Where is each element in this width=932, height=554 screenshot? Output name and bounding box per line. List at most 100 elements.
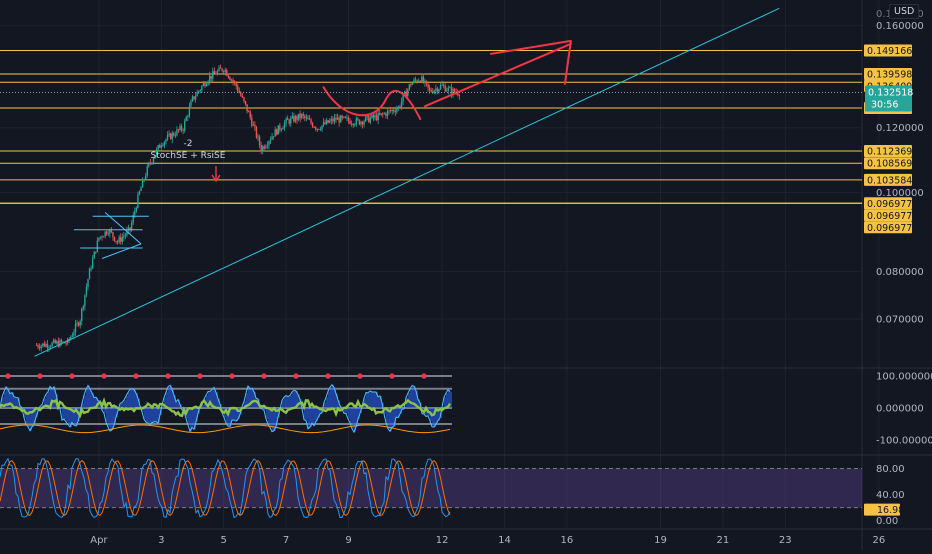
candle-body xyxy=(231,80,232,81)
osc-signal-dot xyxy=(37,373,42,378)
candle-body xyxy=(346,118,347,119)
candle-body xyxy=(268,141,269,145)
osc-signal-dot xyxy=(421,373,426,378)
osc-bar xyxy=(284,397,286,408)
candle-body xyxy=(51,343,52,347)
osc-bar xyxy=(64,408,66,419)
candle-body xyxy=(226,70,227,76)
candle-body xyxy=(97,241,98,252)
osc-bar xyxy=(294,390,296,408)
candle-body xyxy=(354,124,355,125)
level-pill-label: 0.112369 xyxy=(867,147,912,158)
candle-body xyxy=(232,80,233,82)
candle-body xyxy=(424,81,425,83)
candle-body xyxy=(437,88,438,91)
candle-body xyxy=(360,122,361,125)
osc-bar xyxy=(126,396,128,408)
candle-body xyxy=(274,129,275,136)
candle-body xyxy=(86,287,87,295)
candle-body xyxy=(225,70,226,72)
candle-body xyxy=(192,96,193,101)
candle-body xyxy=(206,84,207,86)
candle-body xyxy=(245,101,246,104)
candle-body xyxy=(165,139,166,141)
osc-bar xyxy=(370,391,372,408)
candle-body xyxy=(393,110,394,111)
time-tick-label: 23 xyxy=(779,535,792,546)
candle-body xyxy=(182,130,183,131)
trendline[interactable] xyxy=(35,8,780,356)
candle-body xyxy=(40,346,41,349)
candle-body xyxy=(340,116,341,123)
candle-body xyxy=(278,125,279,134)
candle-body xyxy=(243,97,244,101)
price-tick-label: 0.120000 xyxy=(876,123,924,134)
time-tick-label: 9 xyxy=(345,535,351,546)
osc-tick-label: -100.000000 xyxy=(876,436,932,447)
candle-body xyxy=(284,123,285,128)
level-pill-label: 0.096977 xyxy=(867,199,912,210)
candle-body xyxy=(321,125,322,129)
candle-body xyxy=(207,81,208,84)
candle-body xyxy=(320,129,321,130)
last-price-pill: 0.132518 30:56 xyxy=(865,86,913,112)
osc-bar xyxy=(62,408,64,420)
osc-bar xyxy=(392,408,394,427)
osc-bar xyxy=(374,392,376,408)
osc-bar xyxy=(108,408,110,427)
candle-body xyxy=(410,84,411,85)
stoch-value-label: 16.98 xyxy=(877,505,904,516)
candle-body xyxy=(412,83,413,85)
candle-body xyxy=(162,145,163,146)
candle-body xyxy=(217,71,218,75)
candle-body xyxy=(151,163,152,164)
candle-body xyxy=(388,110,389,111)
candle-body xyxy=(427,84,428,88)
candle-body xyxy=(351,124,352,125)
candle-body xyxy=(239,91,240,93)
candle-body xyxy=(343,117,344,118)
candle-body xyxy=(73,332,74,335)
candle-body xyxy=(271,136,272,139)
candle-body xyxy=(122,237,123,241)
candle-body xyxy=(385,113,386,116)
candle-body xyxy=(371,115,372,118)
candle-body xyxy=(168,134,169,136)
candle-body xyxy=(251,118,252,126)
stoch-tick-label: 0.00 xyxy=(876,516,898,527)
candle-body xyxy=(459,95,460,96)
candle-body xyxy=(112,232,113,237)
candle-body xyxy=(78,323,79,326)
candle-body xyxy=(139,191,140,195)
candle-body xyxy=(445,86,446,92)
candle-body xyxy=(304,116,305,118)
candle-body xyxy=(200,90,201,91)
candle-body xyxy=(348,118,349,121)
level-pill-label: 0.149166 xyxy=(867,46,912,57)
candle-body xyxy=(448,88,449,91)
osc-bar xyxy=(84,395,86,408)
candle-body xyxy=(89,268,90,279)
forecast-arrow[interactable] xyxy=(491,41,571,84)
candle-body xyxy=(150,163,151,164)
osc-signal-dot xyxy=(325,373,330,378)
osc-bar xyxy=(410,389,412,408)
time-tick-label: Apr xyxy=(90,535,108,546)
candle-body xyxy=(260,145,261,152)
candle-body xyxy=(259,137,260,145)
candle-body xyxy=(81,309,82,321)
candle-body xyxy=(61,340,62,342)
level-pill-label: 0.103584 xyxy=(867,175,912,186)
pattern-line xyxy=(102,244,141,259)
candle-body xyxy=(55,340,56,343)
currency-label[interactable]: USD xyxy=(889,4,919,19)
candle-body xyxy=(421,77,422,82)
candle-body xyxy=(137,195,138,208)
candle-body xyxy=(198,91,199,92)
candle-body xyxy=(441,85,442,86)
candle-body xyxy=(401,102,402,107)
candle-body xyxy=(50,346,51,347)
